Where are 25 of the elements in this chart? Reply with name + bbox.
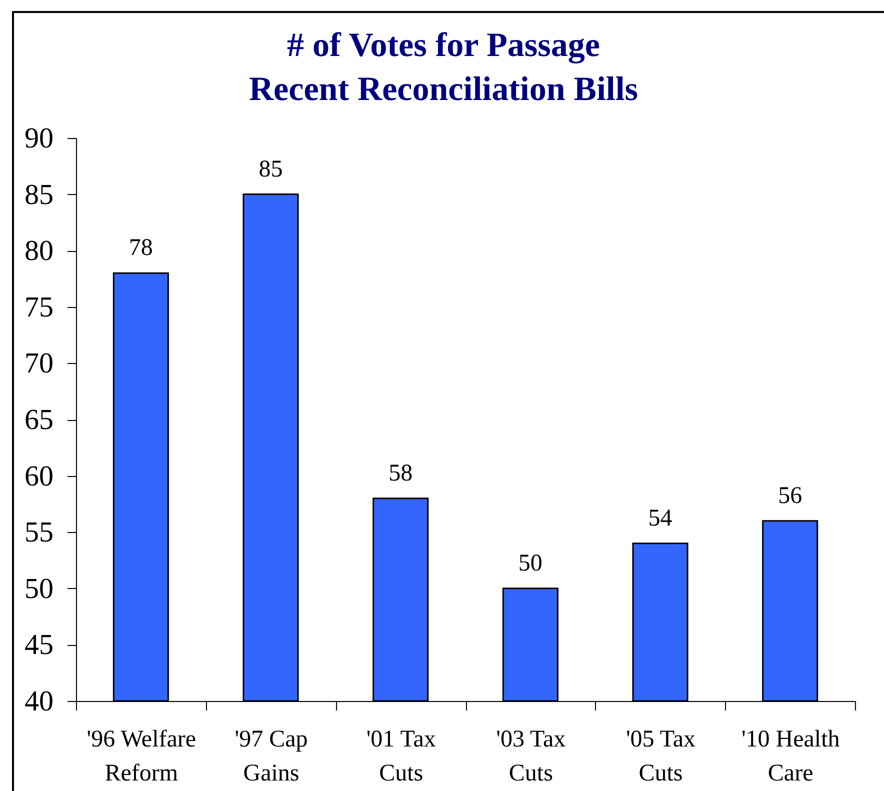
y-tick-label: 80 (24, 235, 54, 268)
y-tick-label: 50 (24, 572, 54, 605)
x-tick-label: '05 Tax Cuts (626, 726, 696, 786)
y-tick-label: 65 (24, 404, 54, 436)
data-label: 85 (258, 156, 283, 182)
x-tick-label: '96 Welfare Reform (86, 726, 196, 786)
data-label: 54 (648, 505, 672, 532)
data-label: 56 (778, 482, 802, 509)
data-label: 58 (388, 460, 413, 486)
y-tick-label: 60 (24, 460, 54, 492)
data-label: 78 (128, 235, 153, 262)
x-tick-label: '01 Tax Cuts (366, 726, 436, 786)
data-label: 50 (518, 550, 542, 576)
y-tick-label: 70 (24, 348, 54, 380)
y-tick-label: 55 (24, 516, 54, 549)
chart-subtitle: Recent Reconciliation Bills (248, 71, 638, 108)
y-tick-label: 40 (24, 686, 54, 718)
y-tick-label: 90 (24, 122, 54, 154)
y-tick-label: 45 (24, 629, 54, 662)
x-tick-label: '97 Cap Gains (234, 726, 308, 786)
x-tick-label: '10 Health Care (741, 726, 840, 786)
chart-title: # of Votes for Passage (287, 27, 600, 64)
y-tick-label: 75 (24, 291, 54, 324)
y-tick-label: 85 (24, 178, 54, 211)
x-tick-label: '03 Tax Cuts (496, 726, 566, 786)
